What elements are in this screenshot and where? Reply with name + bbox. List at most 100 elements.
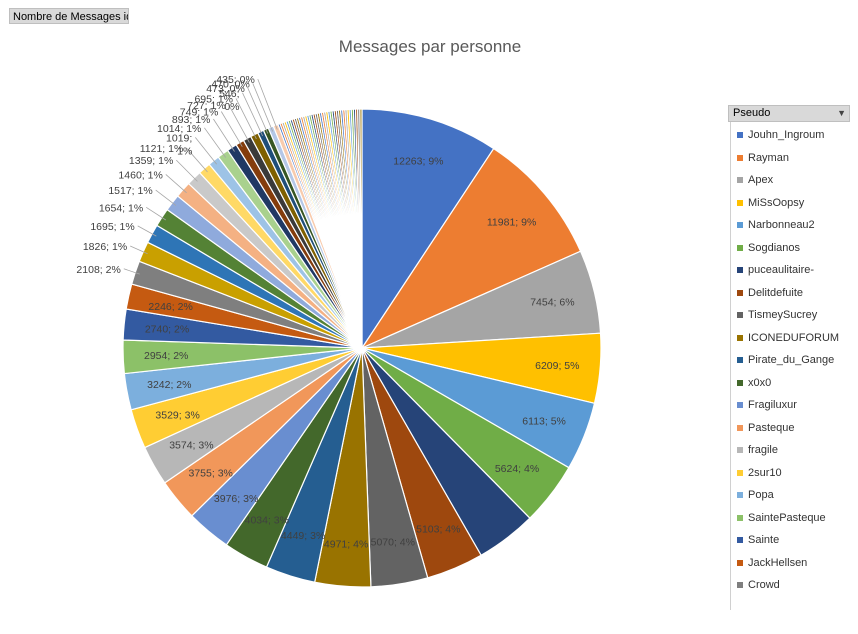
data-label: 3529; 3% bbox=[155, 409, 199, 421]
legend-swatch bbox=[737, 402, 743, 409]
legend-swatch bbox=[737, 154, 743, 161]
pie-slice bbox=[360, 147, 582, 350]
legend-swatch bbox=[737, 289, 743, 296]
legend-swatch bbox=[737, 469, 743, 476]
data-label: 2954; 2% bbox=[144, 350, 188, 362]
legend-label: Narbonneau2 bbox=[748, 219, 815, 231]
legend-item: Rayman bbox=[737, 151, 789, 165]
legend-swatch bbox=[737, 492, 743, 499]
legend-label: Apex bbox=[748, 174, 774, 186]
legend-item: Pirate_du_Gange bbox=[737, 353, 834, 367]
legend-label: Fragiluxur bbox=[748, 399, 797, 411]
leader-line bbox=[213, 118, 235, 152]
data-label: 2740; 2% bbox=[145, 324, 189, 336]
data-label: 695; 1% bbox=[194, 93, 233, 105]
legend-label: SaintePasteque bbox=[748, 511, 826, 524]
legend-label: Popa bbox=[748, 489, 774, 501]
data-label: 1460; 1% bbox=[118, 169, 162, 181]
data-label: 473; 0% bbox=[206, 83, 245, 95]
data-label: 1517; 1% bbox=[108, 185, 152, 197]
leader-line bbox=[228, 104, 250, 143]
legend-swatch bbox=[737, 514, 743, 521]
leader-line bbox=[145, 206, 167, 221]
data-label: 2108; 2% bbox=[76, 264, 120, 276]
legend-swatch bbox=[737, 379, 743, 386]
data-label: 4449; 3% bbox=[281, 530, 325, 542]
data-label: 470; 0% bbox=[211, 78, 250, 90]
legend-item: Apex bbox=[737, 173, 773, 187]
legend-label: Jouhn_Ingroum bbox=[748, 129, 825, 141]
legend-label: 2sur10 bbox=[748, 466, 782, 479]
data-label: 1359; 1% bbox=[129, 155, 173, 167]
legend-label: Sogdianos bbox=[748, 241, 800, 254]
data-label: 3242; 2% bbox=[147, 379, 191, 391]
legend-item: Sogdianos bbox=[737, 241, 800, 255]
data-label: 1695; 1% bbox=[90, 221, 134, 233]
legend-label: ICONEDUFORUM bbox=[748, 331, 840, 344]
legend-item: Jouhn_Ingroum bbox=[737, 128, 824, 142]
leader-line bbox=[123, 268, 140, 275]
legend-swatch bbox=[737, 267, 743, 274]
leader-line bbox=[130, 245, 148, 255]
leader-line bbox=[137, 225, 157, 237]
data-label: 3574; 3% bbox=[169, 440, 213, 452]
data-label: 727; 1% bbox=[187, 100, 226, 112]
leader-line bbox=[185, 147, 208, 173]
legend-swatch bbox=[737, 537, 743, 544]
data-label: 11981; 9% bbox=[487, 217, 536, 229]
legend-label: Pirate_du_Gange bbox=[748, 354, 835, 366]
legend-item: MiSsOopsy bbox=[737, 196, 804, 210]
leader-line bbox=[155, 189, 177, 206]
legend-item: Sainte bbox=[737, 533, 779, 547]
legend-item: 2sur10 bbox=[737, 466, 782, 480]
legend-label: fragile bbox=[748, 444, 778, 456]
legend-label: TismeySucrey bbox=[748, 309, 818, 321]
data-label: 5070; 4% bbox=[371, 537, 415, 549]
legend-swatch bbox=[737, 559, 743, 566]
legend-filter-button[interactable]: Pseudo ▼ bbox=[728, 105, 850, 122]
field-button-messages[interactable]: Nombre de Messages id bbox=[9, 8, 129, 24]
leader-line bbox=[252, 83, 274, 132]
data-label: 1654; 1% bbox=[99, 202, 143, 214]
data-label: 3755; 3% bbox=[189, 468, 233, 480]
legend-item: Pasteque bbox=[737, 421, 794, 435]
data-label: 1826; 1% bbox=[83, 241, 127, 253]
legend-item: puceaulitaire- bbox=[737, 263, 814, 277]
data-label: 4034; 3% bbox=[245, 514, 289, 526]
data-label: 4971; 4% bbox=[324, 538, 368, 550]
legend-swatch bbox=[737, 357, 743, 364]
legend-item: Popa bbox=[737, 488, 774, 502]
legend-list: Jouhn_Ingroum Rayman Apex MiSsOopsy Narbonne… bbox=[730, 122, 850, 610]
legend-swatch bbox=[737, 132, 743, 139]
leader-line bbox=[220, 111, 243, 147]
data-label: 5624; 4% bbox=[495, 463, 539, 475]
data-label: 749; 1% bbox=[180, 107, 219, 119]
data-label: 1014; 1% bbox=[157, 123, 201, 135]
data-label: 1019; 1% bbox=[166, 132, 192, 157]
data-label: 2246; 2% bbox=[148, 301, 192, 313]
legend-swatch bbox=[737, 222, 743, 229]
legend-swatch bbox=[737, 177, 743, 184]
legend-swatch bbox=[737, 447, 743, 454]
leader-line bbox=[247, 87, 269, 134]
leader-line bbox=[176, 159, 198, 182]
legend-item: Delitdefuite bbox=[737, 286, 803, 300]
data-labels: 12263; 9% 11981; 9% 7454; 6% 6209; 5% 6113; … bbox=[76, 74, 579, 550]
leader-line bbox=[257, 78, 278, 130]
data-label: 6209; 5% bbox=[535, 360, 579, 372]
data-label: 1121; 1% bbox=[140, 143, 184, 155]
data-label: 546; 0% bbox=[219, 88, 239, 113]
leader-line bbox=[204, 127, 227, 158]
data-label: 435; 0% bbox=[216, 74, 255, 86]
pie-slice bbox=[361, 108, 495, 350]
legend-label: Delitdefuite bbox=[748, 286, 804, 299]
legend-swatch bbox=[737, 244, 743, 251]
legend-swatch bbox=[737, 199, 743, 206]
data-label: 5103; 4% bbox=[416, 524, 460, 536]
leader-line bbox=[235, 98, 257, 140]
legend-swatch bbox=[737, 582, 743, 589]
legend-label: MiSsOopsy bbox=[748, 196, 805, 209]
legend-item: Crowd bbox=[737, 578, 780, 592]
legend-swatch bbox=[737, 312, 743, 319]
